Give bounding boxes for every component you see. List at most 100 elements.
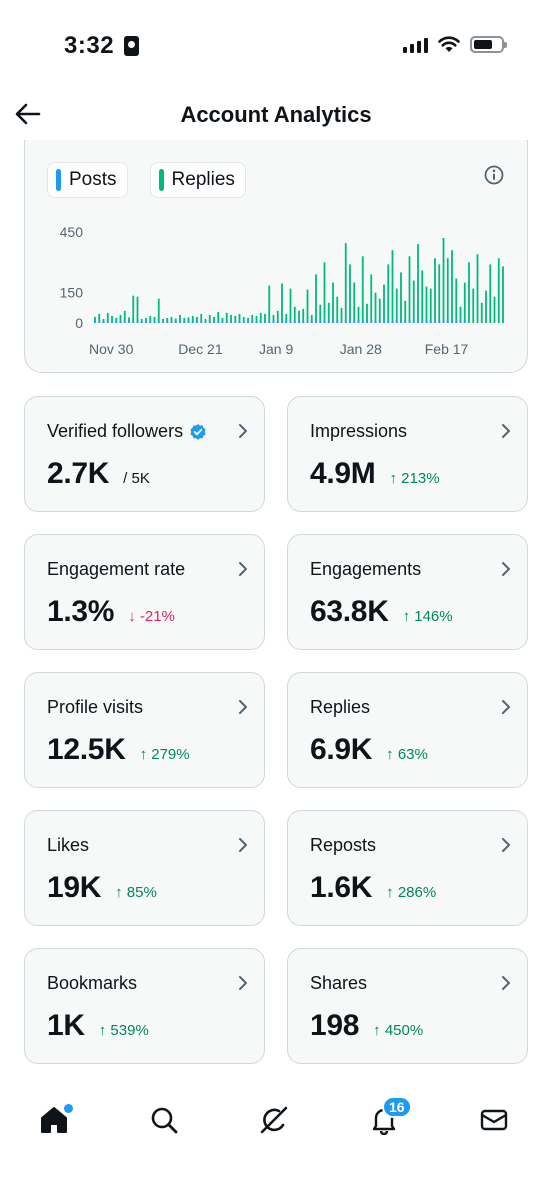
replies-bar xyxy=(230,314,232,323)
replies-bar xyxy=(332,282,334,323)
posts-bar xyxy=(370,320,373,323)
metric-card-shares[interactable]: Shares 198 ↑ 450% xyxy=(287,948,528,1064)
replies-bar xyxy=(412,280,415,323)
replies-bar xyxy=(459,306,462,323)
metric-value-row: 1K ↑ 539% xyxy=(47,1009,149,1043)
metric-label-row: Engagement rate xyxy=(47,559,185,580)
posts-bar xyxy=(446,320,449,323)
metric-value-row: 19K ↑ 85% xyxy=(47,871,157,905)
posts-bar xyxy=(332,320,334,323)
replies-bar xyxy=(221,317,224,323)
posts-bar xyxy=(272,320,275,323)
replies-bar xyxy=(272,314,275,323)
replies-bar xyxy=(476,254,479,323)
chart-legend: Posts Replies xyxy=(47,162,246,198)
replies-bar xyxy=(366,303,368,323)
metric-card-engagement-rate[interactable]: Engagement rate 1.3% ↓ -21% xyxy=(24,534,265,650)
nav-grok[interactable] xyxy=(254,1100,294,1140)
replies-bar xyxy=(217,311,220,323)
x-tick-label: Nov 30 xyxy=(89,341,134,357)
posts-bar xyxy=(349,320,351,323)
posts-bar xyxy=(196,321,198,323)
info-icon[interactable] xyxy=(483,164,505,186)
posts-bar xyxy=(434,320,436,323)
metric-label-row: Impressions xyxy=(310,421,407,442)
chevron-right-icon xyxy=(502,424,510,438)
posts-bar xyxy=(400,320,402,323)
metric-card-engagements[interactable]: Engagements 63.8K ↑ 146% xyxy=(287,534,528,650)
posts-bar xyxy=(200,320,203,323)
replies-bar xyxy=(170,316,173,323)
metric-label-row: Engagements xyxy=(310,559,421,580)
replies-bar xyxy=(340,307,343,323)
posts-bar xyxy=(140,320,143,323)
nav-messages[interactable] xyxy=(474,1100,514,1140)
metric-card-bookmarks[interactable]: Bookmarks 1K ↑ 539% xyxy=(24,948,265,1064)
nav-home[interactable] xyxy=(34,1100,74,1140)
back-button[interactable] xyxy=(12,98,44,130)
metric-card-reposts[interactable]: Reposts 1.6K ↑ 286% xyxy=(287,810,528,926)
metric-card-verified-followers[interactable]: Verified followers 2.7K / 5K xyxy=(24,396,265,512)
replies-bar xyxy=(463,282,466,323)
posts-bar xyxy=(412,320,415,323)
metric-card-impressions[interactable]: Impressions 4.9M ↑ 213% xyxy=(287,396,528,512)
posts-bar xyxy=(115,321,118,323)
metric-value: 2.7K xyxy=(47,457,110,490)
replies-bar xyxy=(119,314,122,323)
replies-bar xyxy=(400,272,402,323)
posts-bar xyxy=(408,320,411,323)
wifi-icon xyxy=(438,36,460,52)
replies-bar xyxy=(111,315,113,323)
metric-value-row: 12.5K ↑ 279% xyxy=(47,733,190,767)
replies-bar xyxy=(480,302,483,323)
verified-badge-icon xyxy=(190,423,206,440)
metric-value-row: 1.3% ↓ -21% xyxy=(47,595,175,629)
posts-bar xyxy=(183,320,186,323)
mail-icon xyxy=(480,1109,508,1131)
replies-bar xyxy=(191,315,194,323)
posts-bar xyxy=(421,320,424,323)
posts-bar xyxy=(357,320,360,323)
metric-value: 12.5K xyxy=(47,733,126,766)
posts-bar xyxy=(132,321,135,323)
replies-bar xyxy=(383,284,385,323)
metric-card-profile-visits[interactable]: Profile visits 12.5K ↑ 279% xyxy=(24,672,265,788)
metric-label: Bookmarks xyxy=(47,973,138,993)
replies-bar xyxy=(128,317,130,323)
posts-bar xyxy=(302,320,305,323)
metric-value: 63.8K xyxy=(310,595,389,628)
posts-bar xyxy=(442,319,445,323)
posts-bar xyxy=(315,320,317,323)
replies-bar xyxy=(323,262,326,323)
nav-notifications[interactable]: 16 xyxy=(364,1096,412,1140)
metric-change: ↑ 539% xyxy=(98,1022,149,1039)
legend-replies-toggle[interactable]: Replies xyxy=(149,162,246,198)
metric-label-row: Bookmarks xyxy=(47,973,137,994)
metric-card-likes[interactable]: Likes 19K ↑ 85% xyxy=(24,810,265,926)
legend-posts-toggle[interactable]: Posts xyxy=(47,162,128,198)
metric-value-row: 198 ↑ 450% xyxy=(310,1009,423,1043)
battery-icon xyxy=(470,36,507,53)
posts-bar xyxy=(429,320,432,323)
status-time: 3:32 xyxy=(64,32,140,60)
chart-card: 450 150 0 Nov 30 Dec 21 Jan 9 Jan 28 Feb 17 Pos… xyxy=(24,140,528,373)
metric-value: 19K xyxy=(47,871,102,904)
y-tick-label: 150 xyxy=(60,285,84,301)
metric-value-row: 4.9M ↑ 213% xyxy=(310,457,440,491)
nav-search[interactable] xyxy=(144,1100,184,1140)
metric-value-row: 2.7K / 5K xyxy=(47,457,150,491)
chevron-right-icon xyxy=(239,562,247,576)
posts-bar xyxy=(264,320,266,323)
replies-bar xyxy=(183,317,186,323)
replies-bar xyxy=(132,295,135,323)
metric-change: ↑ 63% xyxy=(386,746,428,763)
posts-bar xyxy=(353,320,356,323)
metric-label: Engagement rate xyxy=(47,559,186,579)
replies-bar xyxy=(395,288,398,323)
metric-change: ↑ 286% xyxy=(386,884,437,901)
x-tick-label: Feb 17 xyxy=(425,341,469,357)
chevron-right-icon xyxy=(502,838,510,852)
metric-card-replies[interactable]: Replies 6.9K ↑ 63% xyxy=(287,672,528,788)
status-time-text: 3:32 xyxy=(64,32,115,59)
chevron-right-icon xyxy=(239,838,247,852)
